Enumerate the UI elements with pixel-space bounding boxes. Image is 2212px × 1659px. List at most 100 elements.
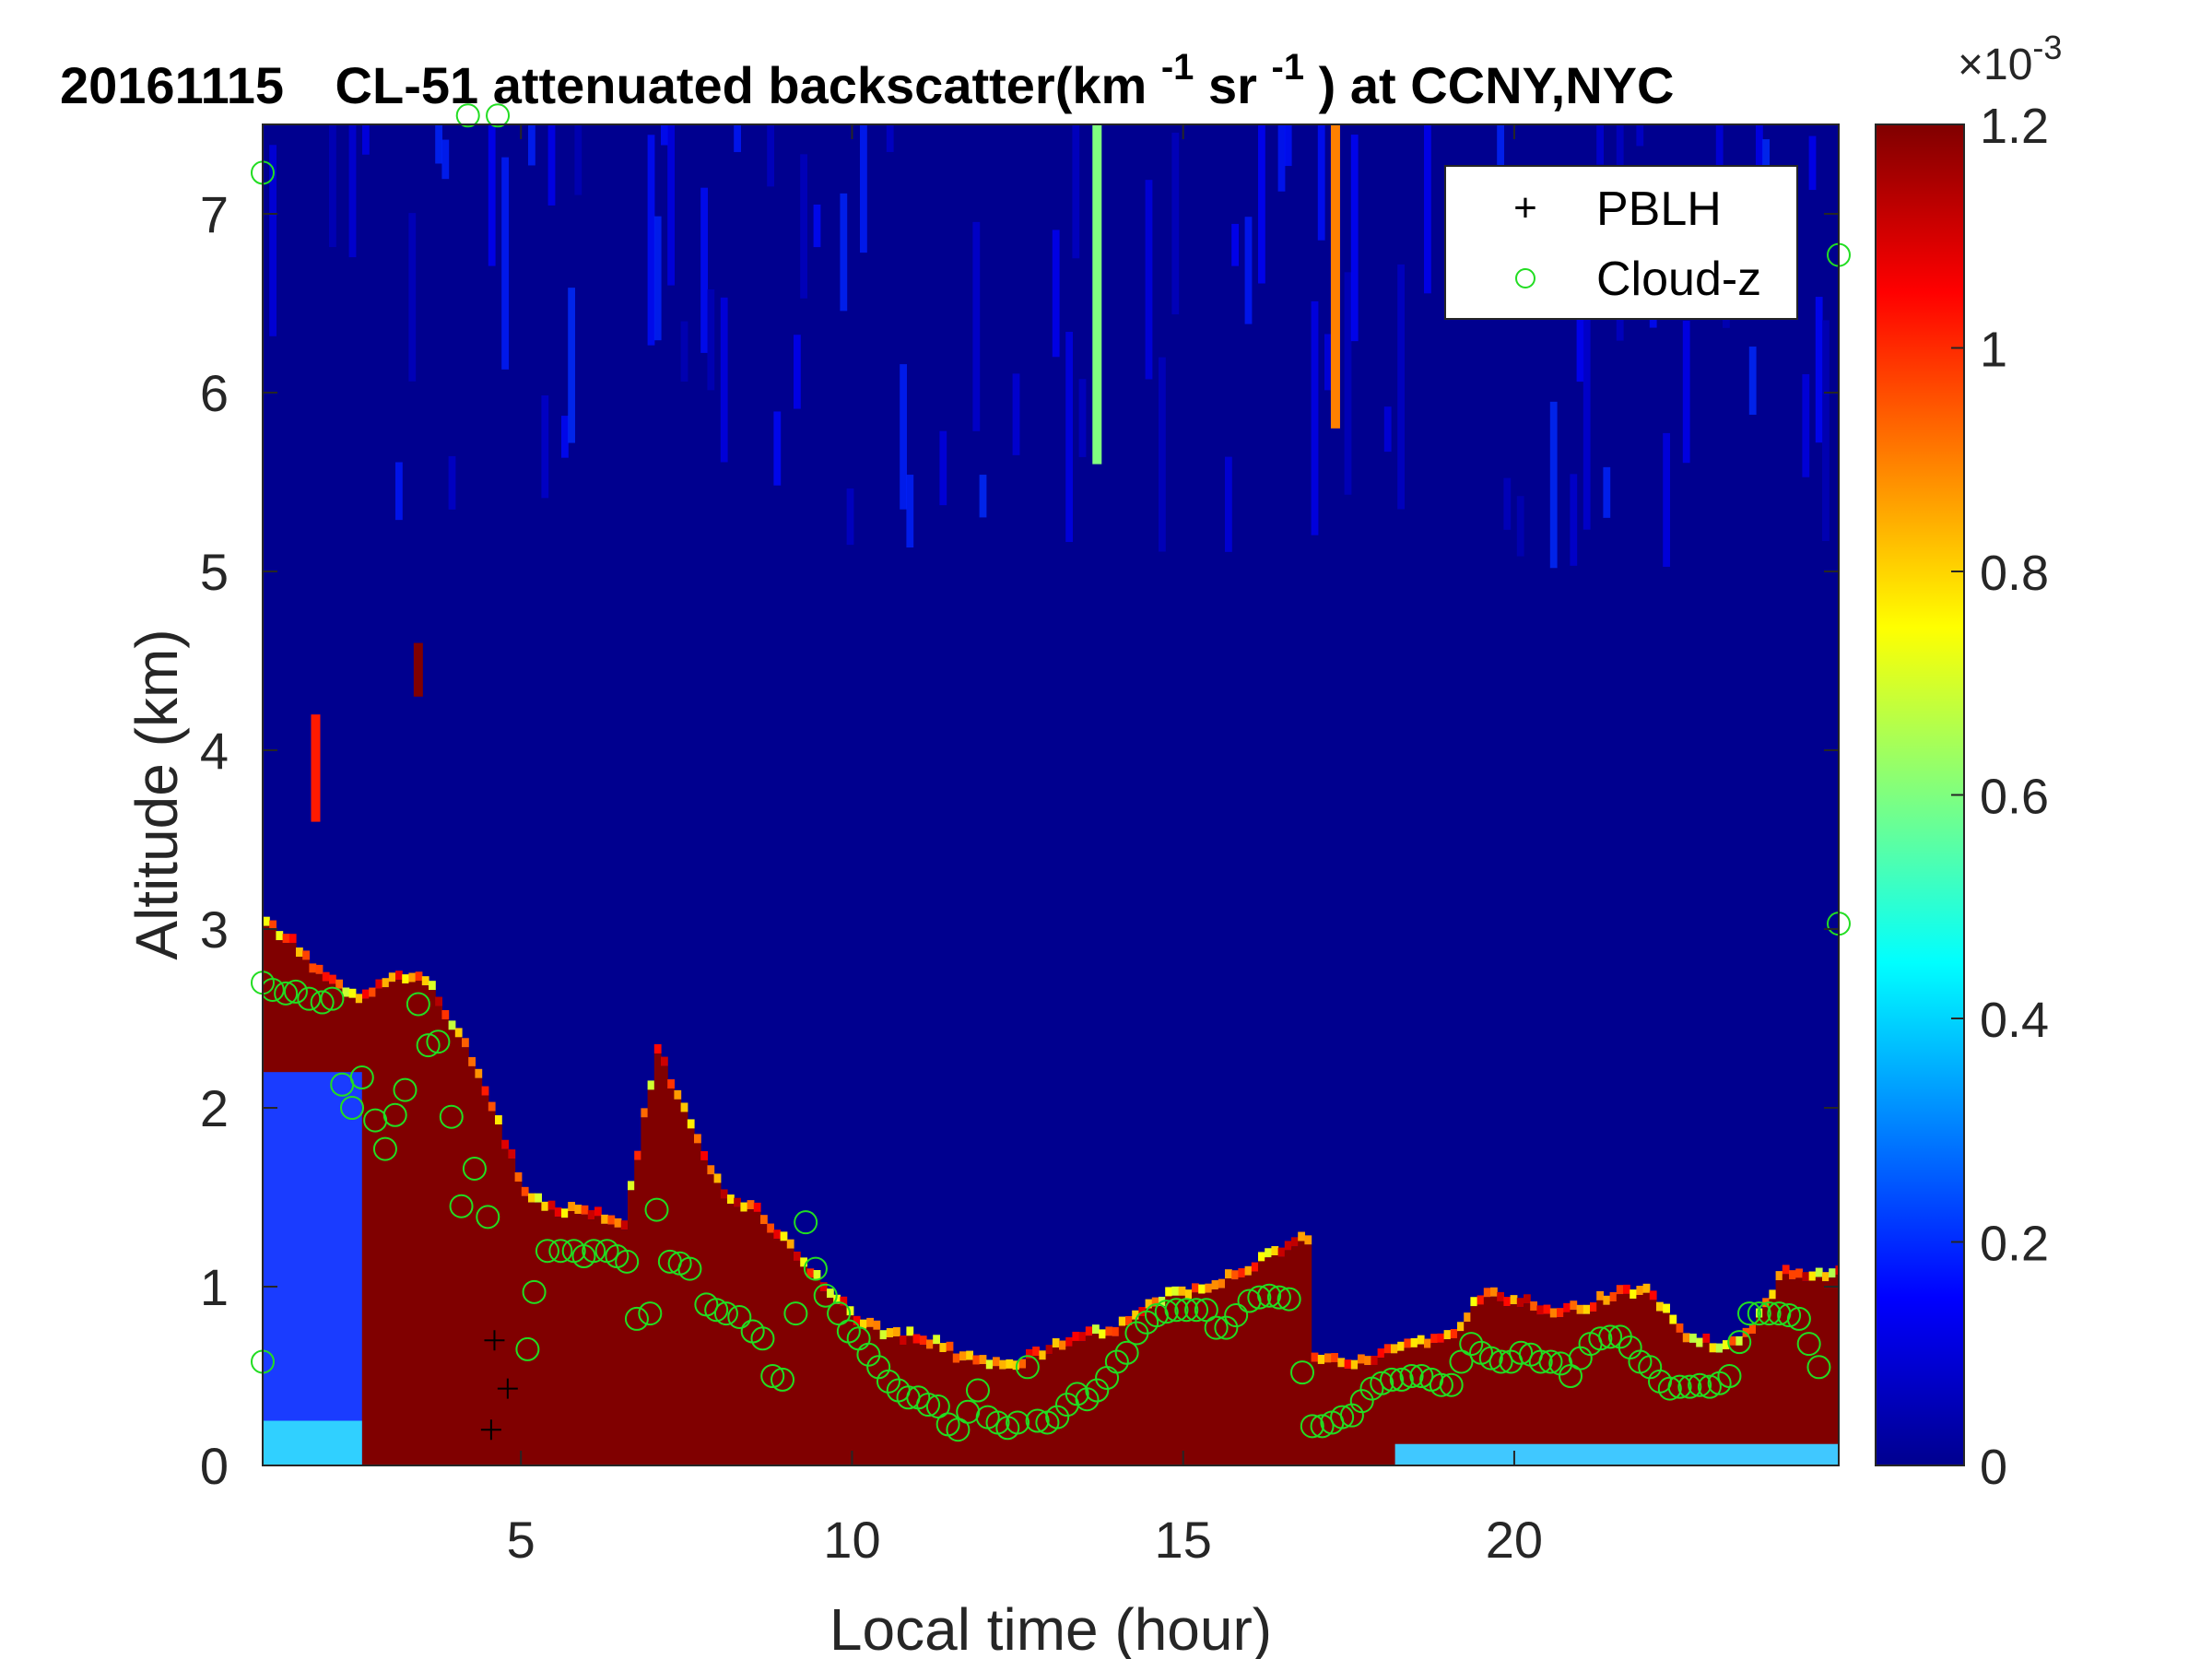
heatmap-cell xyxy=(780,1241,788,1465)
cloud-z-point xyxy=(1370,1371,1394,1395)
heatmap-cell xyxy=(926,1339,934,1349)
cloud-feature xyxy=(413,642,423,697)
heatmap-cell xyxy=(1723,1340,1730,1350)
heatmap-cell xyxy=(773,1239,782,1465)
heatmap-cell xyxy=(1676,1323,1684,1333)
heatmap-cell xyxy=(1464,1322,1471,1465)
heatmap-cell xyxy=(1159,357,1166,552)
heatmap-cell xyxy=(1483,1288,1491,1298)
heatmap-cell xyxy=(335,979,343,989)
heatmap-cell xyxy=(594,1216,602,1465)
heatmap-cell xyxy=(263,1072,362,1465)
heatmap-cell xyxy=(1311,1361,1319,1465)
heatmap-cell xyxy=(727,1204,735,1465)
heatmap-cell xyxy=(886,1337,894,1465)
heatmap-cell xyxy=(1358,1363,1365,1465)
heatmap-cell xyxy=(1277,1256,1286,1465)
cloud-z-point xyxy=(1688,1372,1712,1397)
heatmap-cell xyxy=(1145,1299,1153,1309)
heatmap-cell xyxy=(535,1193,542,1203)
heatmap-cell xyxy=(1350,1359,1359,1370)
heatmap-cell xyxy=(933,1344,940,1465)
heatmap-cell xyxy=(1284,1250,1292,1465)
heatmap-cell xyxy=(667,1079,675,1089)
heatmap-cell xyxy=(1085,1326,1093,1336)
heatmap-cell xyxy=(1125,1315,1133,1325)
heatmap-cell xyxy=(276,931,284,941)
x-tick-label: 15 xyxy=(1155,1511,1212,1569)
heatmap-cell xyxy=(607,1215,616,1225)
cloud-z-point xyxy=(1224,1303,1249,1328)
heatmap-cell xyxy=(687,1128,695,1465)
heatmap-cell xyxy=(833,1303,841,1465)
heatmap-cell xyxy=(1424,124,1431,294)
heatmap-cell xyxy=(528,1202,535,1465)
heatmap-cell xyxy=(1682,321,1690,464)
cloud-z-point xyxy=(965,1378,990,1403)
heatmap-cell xyxy=(1331,1353,1338,1363)
cloud-z-point xyxy=(416,1033,441,1058)
heatmap-cell xyxy=(1112,1335,1120,1465)
heatmap-cell xyxy=(1829,1277,1836,1465)
heatmap-cell xyxy=(554,1207,562,1218)
heatmap-cell xyxy=(1696,1337,1703,1347)
heatmap-cell xyxy=(1145,1308,1153,1465)
cloud-z-point xyxy=(783,1301,808,1326)
cloud-z-point xyxy=(1257,1283,1282,1308)
y-tick-label: 5 xyxy=(200,543,229,601)
heatmap-cell xyxy=(1397,1350,1405,1465)
heatmap-cell xyxy=(767,1232,774,1465)
heatmap-cell xyxy=(1358,1354,1365,1364)
heatmap-cell xyxy=(601,1214,608,1224)
heatmap-cell xyxy=(302,950,310,960)
x-axis: 5 10 15 20 xyxy=(507,124,1543,1569)
cloud-z-point xyxy=(349,1065,374,1090)
cloud-z-point xyxy=(1164,1298,1189,1323)
heatmap-cell xyxy=(1125,1324,1133,1465)
heatmap-cell xyxy=(1450,1328,1458,1338)
heatmap-cell xyxy=(647,1089,655,1465)
heatmap-cell xyxy=(462,1047,469,1465)
heatmap-cell xyxy=(1132,1310,1139,1320)
heatmap-cell xyxy=(1808,135,1817,191)
heatmap-cell xyxy=(1159,1305,1166,1465)
heatmap-cell xyxy=(574,1205,582,1215)
heatmap-cell xyxy=(415,981,423,1465)
heatmap-cell xyxy=(561,1218,569,1465)
heatmap-cell xyxy=(886,124,894,152)
heatmap-cell xyxy=(1769,1289,1777,1300)
cloud-z-point xyxy=(704,1298,729,1323)
heatmap-cell xyxy=(1503,477,1512,530)
cloud-z-point xyxy=(1528,1349,1553,1374)
heatmap-cell xyxy=(568,1211,575,1465)
heatmap-cell xyxy=(780,1231,788,1241)
heatmap-cell xyxy=(1298,1231,1305,1241)
cloud-z-point xyxy=(486,103,511,128)
x-tick-label: 10 xyxy=(823,1511,880,1569)
heatmap-cell xyxy=(846,488,854,546)
heatmap-cell xyxy=(547,1200,556,1210)
heatmap-cell xyxy=(966,1359,973,1465)
heatmap-cell xyxy=(1457,1322,1465,1332)
cloud-z-point xyxy=(1777,1303,1802,1328)
heatmap-cell xyxy=(1165,1287,1172,1297)
cloud-z-point xyxy=(1459,1332,1484,1357)
heatmap-cell xyxy=(1835,1265,1839,1276)
cloud-z-point xyxy=(1006,1410,1030,1435)
heatmap-cell xyxy=(1682,1342,1690,1465)
heatmap-cell xyxy=(773,1230,782,1240)
heatmap-cell xyxy=(1756,1317,1763,1465)
heatmap-cell xyxy=(601,1223,608,1465)
heatmap-cell xyxy=(1105,1335,1113,1465)
cloud-z-point xyxy=(1174,1298,1199,1323)
heatmap-cell xyxy=(1769,1299,1777,1465)
heatmap-cell xyxy=(1649,1290,1657,1300)
heatmap-cell xyxy=(813,204,821,248)
heatmap-cell xyxy=(1729,1335,1736,1346)
heatmap-cell xyxy=(1198,1293,1206,1465)
cloud-z-point xyxy=(274,981,299,1006)
heatmap-cell xyxy=(1603,1304,1611,1465)
y-tick-label: 3 xyxy=(200,900,229,959)
heatmap-cell xyxy=(1464,1312,1471,1323)
